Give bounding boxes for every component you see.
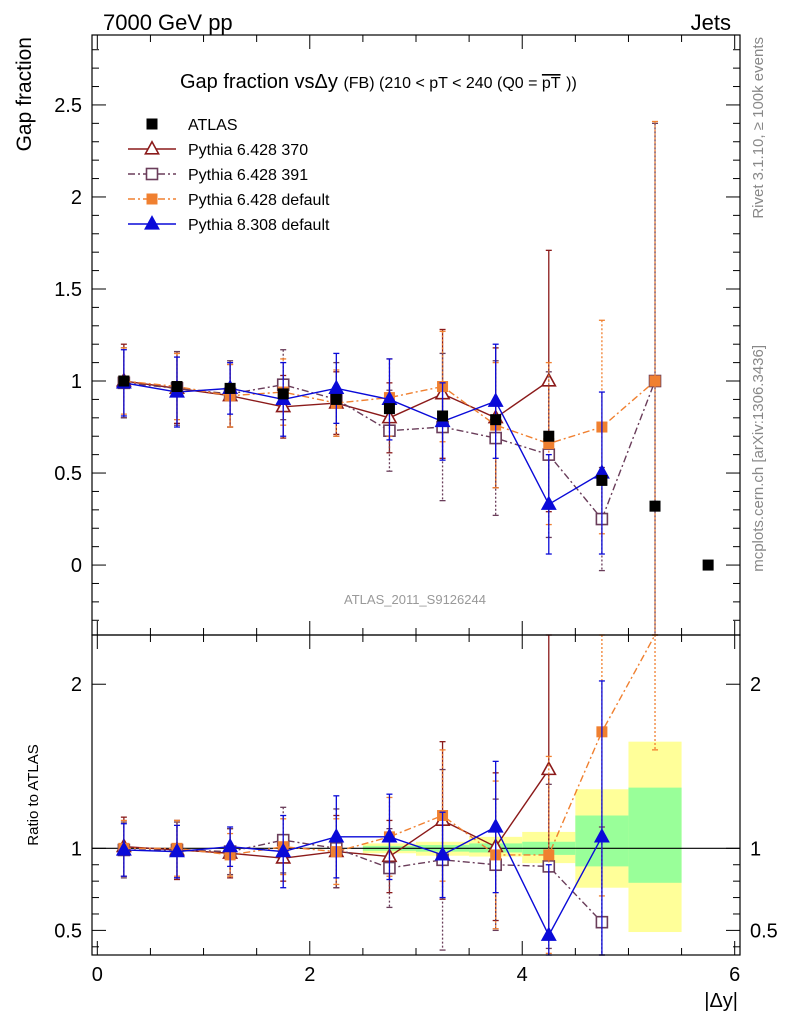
ratio-series-layer (115, 634, 659, 956)
legend-entry-pythia-6-428-default-marker (146, 193, 158, 205)
main-series-atlas-point (543, 430, 555, 442)
main-series-atlas-point (224, 382, 236, 394)
ratio-y-tick-label-right: 1 (750, 838, 761, 860)
ratio-series-pythia-8-308-default-point (328, 827, 345, 843)
main-series-atlas-point (437, 410, 449, 422)
main-y-tick-label: 0 (71, 555, 82, 577)
x-axis-label: |Δy| (704, 990, 738, 1012)
ratio-series-pythia-8-308-default-line (123, 826, 603, 937)
x-tick-label: 0 (92, 964, 103, 986)
ratio-y-tick-label-right: 0.5 (750, 920, 778, 942)
plot-title-close: )) (566, 75, 577, 92)
ratio-series-pythia-8-308-default-point (381, 827, 398, 843)
legend-entry-pythia-6-428-default-label: Pythia 6.428 default (188, 192, 330, 209)
process-label: Jets (691, 10, 731, 35)
legend-entry-pythia-8-308-default-marker (144, 215, 160, 230)
plot-title-overline: pT (542, 75, 561, 92)
beam-energy-label: 7000 GeV pp (103, 10, 233, 35)
ratio-y-tick-label-right: 2 (750, 674, 761, 696)
main-series-pythia-6-428-default-point (649, 375, 661, 387)
main-series-pythia-6-428-default-point (543, 438, 555, 450)
main-series-atlas-point (383, 403, 395, 415)
ratio-y-tick-label-left: 1 (71, 838, 82, 860)
ratio-series-pythia-6-428-default-point (543, 849, 555, 861)
x-tick-label: 2 (304, 964, 315, 986)
legend-entry-pythia-6-428-370-marker (144, 140, 160, 155)
plot-title-main: Gap fraction vsΔy (180, 71, 338, 93)
main-series-pythia-8-308-default-point (540, 495, 557, 510)
ratio-y-axis-label: Ratio to ATLAS (25, 744, 42, 845)
main-series-atlas-point (277, 388, 289, 400)
main-series-atlas-point (118, 375, 130, 387)
ratio-y-tick-label-left: 2 (71, 674, 82, 696)
main-series-pythia-8-308-default-point (487, 392, 504, 407)
ratio-series-pythia-8-308-default-point (540, 926, 557, 941)
main-series-atlas-point (490, 414, 502, 426)
legend-entry-atlas-label: ATLAS (188, 117, 238, 134)
ratio-series-pythia-8-308-default-point (593, 827, 610, 843)
legend-entry-atlas-marker (146, 118, 158, 130)
main-series-layer (115, 120, 714, 636)
mcplots-label: mcplots.cern.ch [arXiv:1306.3436] (750, 345, 767, 572)
ratio-bands (92, 741, 740, 933)
ratio-series-pythia-6-428-391-line (123, 839, 603, 923)
legend: ATLAS Pythia 6.428 370 Pythia 6.428 391 Pyt… (128, 117, 330, 234)
main-series-pythia-6-428-391-line (123, 380, 656, 521)
main-y-tick-label: 2.5 (54, 95, 82, 117)
ratio-panel: 0.5 0.5 1 1 2 2 0 2 4 6 (54, 634, 778, 986)
main-panel: 0 0.5 1 1.5 2 2.5 (54, 34, 741, 636)
legend-entry-pythia-6-428-370-label: Pythia 6.428 370 (188, 142, 308, 159)
main-series-pythia-8-308-default-line (123, 382, 603, 506)
main-y-tick-label: 2 (71, 187, 82, 209)
main-series-atlas-point (330, 393, 342, 405)
ratio-series-pythia-8-308-default-point (275, 842, 292, 858)
legend-entry-pythia-8-308-default-label: Pythia 8.308 default (188, 217, 330, 234)
main-series-pythia-8-308-default-point (328, 379, 345, 394)
legend-entry-pythia-6-428-391-marker (145, 167, 159, 181)
ratio-series-pythia-6-428-default-line (123, 634, 656, 856)
main-series-atlas-point (649, 500, 661, 512)
rivet-version-label: Rivet 3.1.10, ≥ 100k events (750, 37, 767, 219)
main-y-axis-label: Gap fraction (13, 37, 36, 151)
ratio-series-pythia-8-308-default-point (222, 837, 239, 853)
main-series-atlas-point (596, 474, 608, 486)
main-y-tick-label: 1.5 (54, 279, 82, 301)
ratio-series-pythia-8-308-default-point (115, 841, 132, 856)
main-y-tick-label: 1 (71, 371, 82, 393)
ratio-axes: 0.5 0.5 1 1 2 2 0 2 4 6 (54, 634, 778, 986)
ratio-series-pythia-8-308-default-point (169, 842, 185, 858)
main-y-tick-label: 0.5 (54, 463, 82, 485)
legend-entry-pythia-6-428-391-label: Pythia 6.428 391 (188, 167, 308, 184)
main-series-atlas-point (702, 559, 714, 571)
plot-title-suffix: (FB) (210 < pT < 240 (Q0 = (343, 75, 541, 92)
x-tick-label: 6 (729, 964, 740, 986)
ratio-series-pythia-8-308-default-point (487, 818, 504, 833)
x-tick-label: 4 (517, 964, 528, 986)
ratio-series-pythia-8-308-default-point (434, 846, 451, 861)
plot-title: Gap fraction vsΔy (FB) (210 < pT < 240 (… (180, 71, 577, 93)
main-axes: 0 0.5 1 1.5 2 2.5 (54, 34, 741, 636)
main-series-atlas-point (171, 381, 183, 393)
analysis-label: ATLAS_2011_S9126244 (344, 592, 486, 607)
ratio-band-stat (628, 787, 682, 883)
ratio-y-tick-label-left: 0.5 (54, 920, 82, 942)
